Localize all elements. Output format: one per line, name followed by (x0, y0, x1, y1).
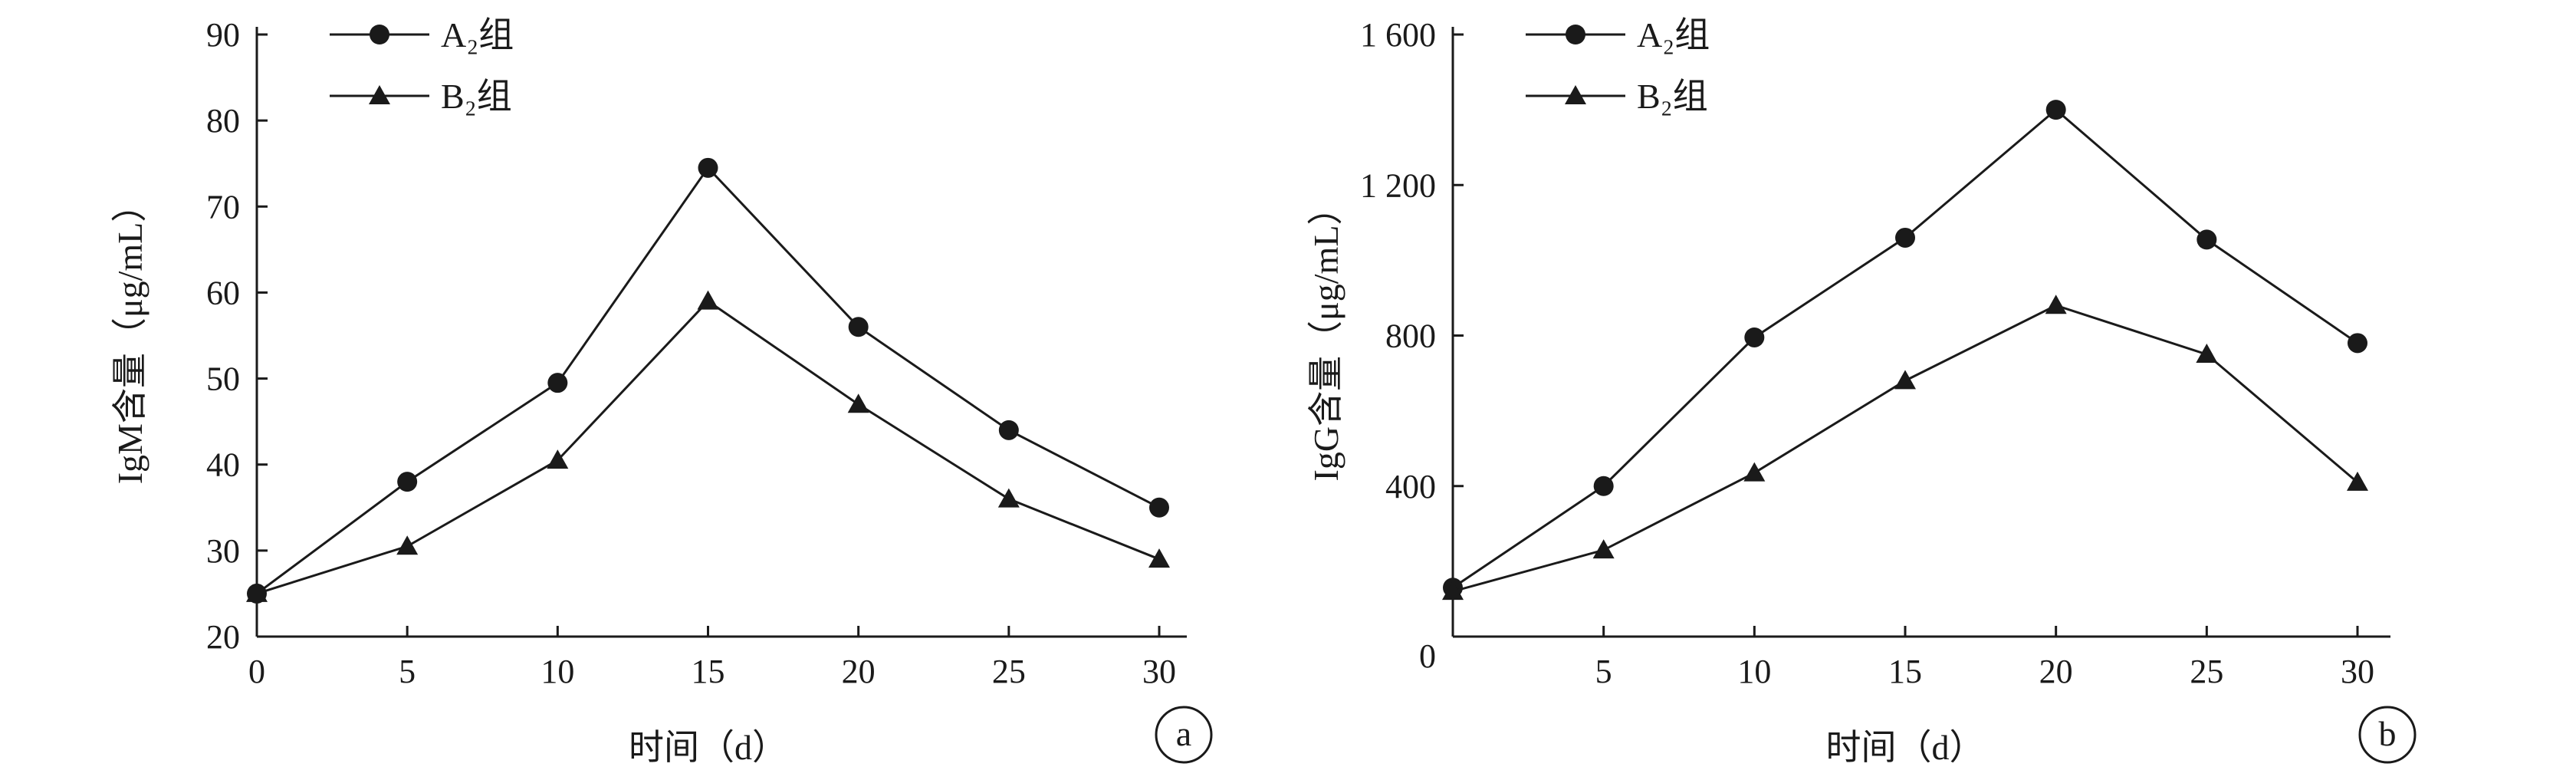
y-tick-label: 20 (206, 618, 240, 656)
x-tick-label: 30 (1142, 653, 1176, 690)
legend-label: B₂组 (441, 77, 512, 116)
x-tick-label: 20 (2039, 653, 2073, 690)
series-line-1 (256, 299, 1160, 595)
data-point-triangle (2045, 295, 2067, 314)
data-point-triangle (1442, 581, 1464, 601)
x-tick-label: 10 (1737, 653, 1771, 690)
data-point-circle (2045, 100, 2066, 120)
x-tick-label: 15 (692, 653, 725, 690)
x-tick-label: 10 (540, 653, 574, 690)
data-point-triangle (697, 290, 719, 310)
series-line-0 (256, 166, 1160, 595)
y-tick-label: 1 200 (1360, 166, 1436, 204)
y-tick-label: 80 (206, 102, 240, 140)
y-tick-label: 800 (1385, 318, 1436, 355)
x-tick-label: 15 (1888, 653, 1922, 690)
data-point-circle (2196, 229, 2217, 250)
y-tick-label: 60 (206, 274, 240, 311)
data-point-circle (998, 420, 1019, 440)
data-point-triangle (1148, 548, 1170, 568)
legend-marker-circle (1566, 25, 1585, 44)
x-tick-label: 25 (2190, 653, 2223, 690)
data-point-circle (397, 472, 418, 492)
data-point-circle (547, 373, 568, 393)
series-line-1 (1452, 304, 2358, 593)
data-point-circle (848, 317, 869, 337)
data-point-triangle (997, 488, 1020, 508)
y-tick-label: 30 (206, 532, 240, 570)
x-axis-title: 时间（d） (1826, 728, 1985, 767)
panel-label: b (2379, 714, 2397, 753)
chart-panel-b: 0 400 800 1 200 1 600 5 10 15 20 25 30 时间（d） IgG含量（μ… (1306, 15, 2417, 767)
y-axis-title: IgG含量（μg/mL） (1306, 190, 1346, 482)
data-point-triangle (246, 582, 268, 602)
data-point-triangle (547, 449, 569, 469)
data-point-triangle (396, 535, 419, 555)
data-point-triangle (847, 393, 869, 413)
legend-marker-circle (370, 25, 389, 44)
data-point-circle (1744, 327, 1765, 347)
chart-panel-a: 20 30 40 50 60 70 80 90 0 5 10 15 20 25 30 时间（d） IgM含量（μ… (110, 15, 1213, 767)
panel-label: a (1176, 714, 1191, 753)
data-point-circle (698, 157, 718, 178)
series-line-0 (1452, 108, 2358, 589)
data-point-circle (2348, 333, 2367, 354)
legend-label: B₂组 (1637, 77, 1708, 116)
y-tick-label: 70 (206, 188, 240, 225)
x-axis-title: 时间（d） (629, 728, 787, 767)
data-point-triangle (2196, 344, 2218, 364)
x-tick-label: 30 (2341, 653, 2374, 690)
y-axis-title: IgM含量（μg/mL） (110, 187, 150, 485)
x-tick-label: 25 (992, 653, 1026, 690)
y-tick-label: 90 (206, 16, 240, 54)
data-point-circle (1593, 476, 1614, 496)
legend-marker-triangle (1565, 85, 1586, 104)
data-point-triangle (1592, 539, 1615, 559)
x-tick-label: 0 (248, 653, 265, 690)
data-point-circle (1895, 227, 1915, 248)
y-tick-label: 50 (206, 360, 240, 398)
legend-label: A₂组 (441, 15, 514, 54)
legend-marker-triangle (369, 85, 390, 104)
x-tick-label: 5 (1595, 653, 1612, 690)
legend-label: A₂组 (1637, 15, 1710, 54)
data-point-circle (1149, 497, 1169, 518)
y-tick-label: 40 (206, 446, 240, 484)
data-point-triangle (1894, 370, 1916, 390)
panel-label-circle (2358, 706, 2417, 764)
x-tick-label: 5 (399, 653, 416, 690)
y-tick-label: 1 600 (1360, 16, 1436, 54)
y-tick-label: 0 (1419, 637, 1436, 675)
data-point-triangle (1743, 462, 1766, 482)
data-point-triangle (2347, 471, 2368, 491)
panel-label-circle (1155, 706, 1213, 764)
y-tick-label: 400 (1385, 468, 1436, 505)
x-tick-label: 20 (842, 653, 876, 690)
